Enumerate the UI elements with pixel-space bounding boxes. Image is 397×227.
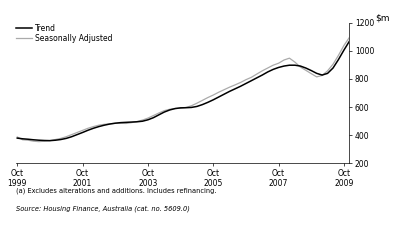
- Y-axis label: $m: $m: [376, 14, 390, 23]
- Text: (a) Excludes alterations and additions. Includes refinancing.: (a) Excludes alterations and additions. …: [16, 187, 216, 194]
- Legend: Trend, Seasonally Adjusted: Trend, Seasonally Adjusted: [16, 24, 112, 43]
- Text: Source: Housing Finance, Australia (cat. no. 5609.0): Source: Housing Finance, Australia (cat.…: [16, 205, 190, 212]
